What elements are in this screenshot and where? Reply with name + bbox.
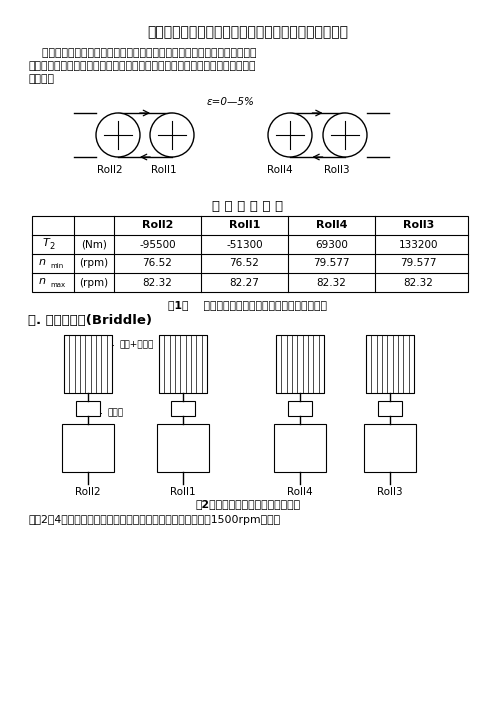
Bar xyxy=(364,424,416,472)
Circle shape xyxy=(150,113,194,157)
Text: 76.52: 76.52 xyxy=(142,258,173,268)
Text: Roll3: Roll3 xyxy=(377,487,403,497)
Text: 82.32: 82.32 xyxy=(316,277,346,288)
Text: 82.32: 82.32 xyxy=(142,277,173,288)
Bar xyxy=(171,401,195,416)
Text: 79.577: 79.577 xyxy=(313,258,350,268)
Text: 电机+控制器: 电机+控制器 xyxy=(112,340,153,362)
Bar xyxy=(366,335,414,393)
Text: 82.32: 82.32 xyxy=(404,277,434,288)
Bar xyxy=(288,401,312,416)
Circle shape xyxy=(96,113,140,157)
Text: 2: 2 xyxy=(50,242,55,251)
Bar xyxy=(274,424,326,472)
Text: -51300: -51300 xyxy=(226,239,263,249)
Text: n: n xyxy=(39,276,46,286)
Text: Roll1: Roll1 xyxy=(151,165,177,175)
Text: 减速机: 减速机 xyxy=(100,409,123,418)
Text: Roll1: Roll1 xyxy=(170,487,196,497)
Text: (Nm): (Nm) xyxy=(81,239,107,249)
Bar xyxy=(64,335,112,393)
Text: 82.27: 82.27 xyxy=(230,277,259,288)
Text: 79.577: 79.577 xyxy=(400,258,437,268)
Text: Roll4: Roll4 xyxy=(316,220,347,230)
Text: ε=0—5%: ε=0—5% xyxy=(207,97,255,107)
Text: 76.52: 76.52 xyxy=(230,258,259,268)
Text: Roll2: Roll2 xyxy=(142,220,173,230)
Circle shape xyxy=(268,113,312,157)
Text: (rpm): (rpm) xyxy=(79,277,109,288)
Text: 图1：    张力拉伸工作原理示意图及所要求技术数据: 图1： 张力拉伸工作原理示意图及所要求技术数据 xyxy=(169,300,327,310)
Text: Roll2: Roll2 xyxy=(75,487,101,497)
Bar xyxy=(62,424,114,472)
Text: 图2：独立电控式张力辊驱动示意图: 图2：独立电控式张力辊驱动示意图 xyxy=(195,499,301,509)
Text: 两种：独立电控式张力辊驱动与机械组合式张力辊驱动。下面就两种方式进行计: 两种：独立电控式张力辊驱动与机械组合式张力辊驱动。下面就两种方式进行计 xyxy=(28,61,255,71)
Text: 算比较：: 算比较： xyxy=(28,74,54,84)
Text: Roll3: Roll3 xyxy=(324,165,350,175)
Text: n: n xyxy=(39,257,46,267)
Text: 如图2，4个辊的转速关系由控制器实现，如果电机额定转速按1500rpm计算，: 如图2，4个辊的转速关系由控制器实现，如果电机额定转速按1500rpm计算， xyxy=(28,515,280,525)
Text: Roll3: Roll3 xyxy=(403,220,434,230)
Text: 独立电控式张力辊驱动与机械组合式张力辊驱动的比较: 独立电控式张力辊驱动与机械组合式张力辊驱动的比较 xyxy=(147,25,349,39)
Bar xyxy=(76,401,100,416)
Bar xyxy=(32,216,468,292)
Text: -95500: -95500 xyxy=(139,239,176,249)
Bar xyxy=(276,335,324,393)
Text: Roll4: Roll4 xyxy=(267,165,293,175)
Text: T: T xyxy=(43,238,50,248)
Text: max: max xyxy=(50,282,65,288)
Text: 69300: 69300 xyxy=(315,239,348,249)
Text: Roll4: Roll4 xyxy=(287,487,313,497)
Text: Roll1: Roll1 xyxy=(229,220,260,230)
Bar xyxy=(378,401,402,416)
Text: Roll2: Roll2 xyxy=(97,165,123,175)
Circle shape xyxy=(323,113,367,157)
Text: min: min xyxy=(50,263,63,269)
Bar xyxy=(157,424,209,472)
Text: 一. 独立电控式(Briddle): 一. 独立电控式(Briddle) xyxy=(28,314,152,328)
Text: (rpm): (rpm) xyxy=(79,258,109,268)
Text: 在冷轧薄板生产线上的拉伸矫正工序中，目前普遍采用的张力辊驱动方式有: 在冷轧薄板生产线上的拉伸矫正工序中，目前普遍采用的张力辊驱动方式有 xyxy=(28,48,256,58)
Bar xyxy=(159,335,207,393)
Text: 133200: 133200 xyxy=(399,239,438,249)
Text: 技 术 数 据 要 求: 技 术 数 据 要 求 xyxy=(212,201,284,213)
